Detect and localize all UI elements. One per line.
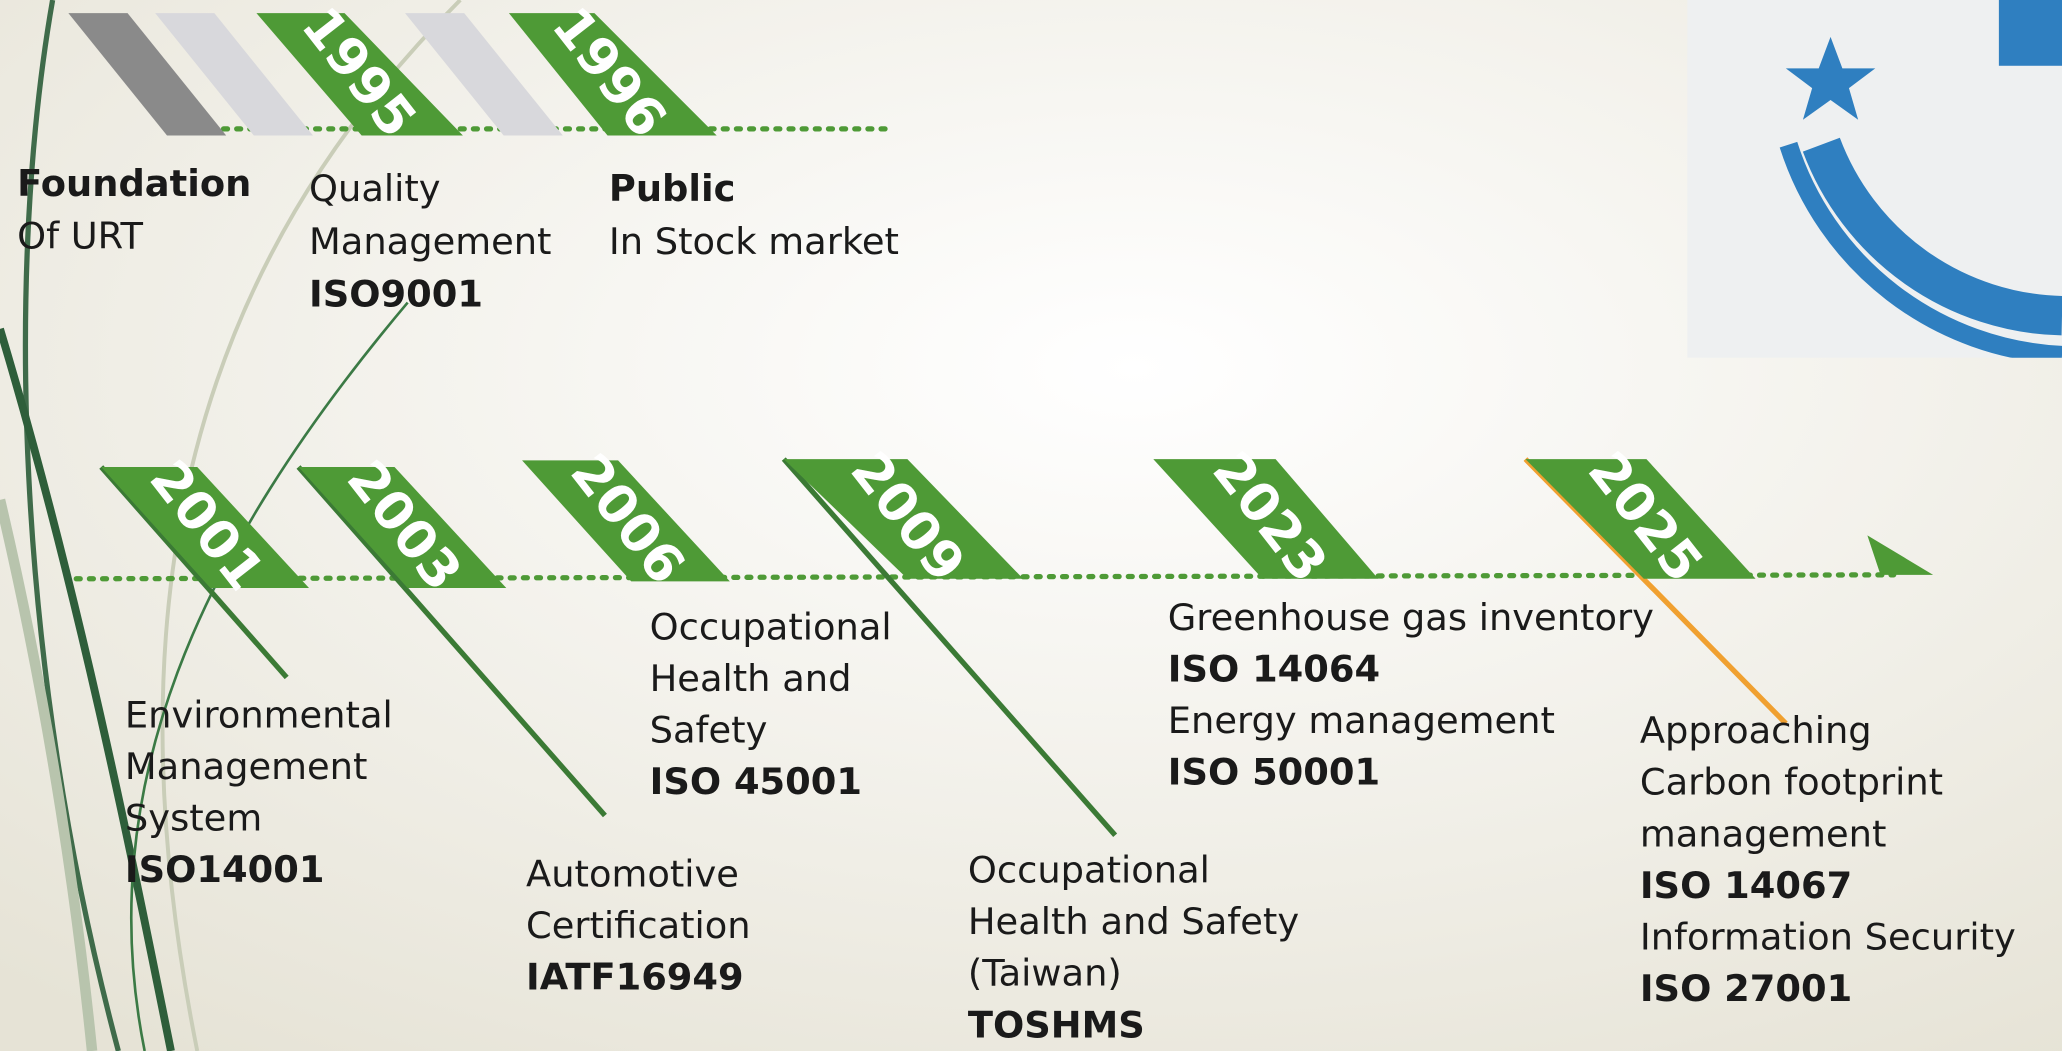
milestone-text: Environmental — [125, 693, 393, 736]
milestone-text: ISO 14067 — [1640, 864, 1852, 907]
milestone-text: Public — [609, 167, 736, 210]
milestone-text: Management — [125, 745, 367, 788]
milestone-text: TOSHMS — [968, 1003, 1145, 1046]
milestone-text: Of URT — [17, 215, 143, 258]
milestone-text: Health and Safety — [968, 900, 1299, 943]
milestone-text: Information Security — [1640, 915, 2016, 958]
milestone-text: Occupational — [650, 605, 892, 648]
milestone-text: ISO 45001 — [650, 760, 862, 803]
milestone-text: ISO9001 — [309, 272, 483, 315]
slide: CERTIFICAT FoundationOf URT1995QualityMa… — [0, 0, 2062, 1051]
milestone-text: ISO 14064 — [1168, 648, 1380, 691]
milestone-text: management — [1640, 812, 1887, 855]
milestone-text: Health and — [650, 657, 852, 700]
milestone-text: Carbon footprint — [1640, 761, 1943, 804]
milestone-text: System — [125, 797, 262, 840]
milestone-text: (Taiwan) — [968, 952, 1122, 995]
milestone-text: In Stock market — [609, 220, 899, 263]
milestone-text: Management — [309, 220, 551, 263]
milestone-text: ISO14001 — [125, 848, 325, 891]
milestone-text: ISO 50001 — [1168, 751, 1380, 794]
milestone-text: Approaching — [1640, 709, 1872, 752]
milestone-text: IATF16949 — [526, 956, 744, 999]
milestone-text: Greenhouse gas inventory — [1168, 596, 1654, 639]
milestone-text: Foundation — [17, 162, 251, 205]
milestone-text: Occupational — [968, 849, 1210, 892]
page: CERTIFICAT FoundationOf URT1995QualityMa… — [0, 0, 2062, 1051]
milestone-text: ISO 27001 — [1640, 967, 1852, 1010]
milestone-text: Energy management — [1168, 699, 1555, 742]
milestone-text: Automotive — [526, 853, 739, 896]
certificate-image: CERTIFICAT — [1687, 0, 2062, 358]
milestone-text: Quality — [309, 167, 441, 210]
milestone-text: Certification — [526, 904, 751, 947]
milestone-text: Safety — [650, 708, 768, 751]
